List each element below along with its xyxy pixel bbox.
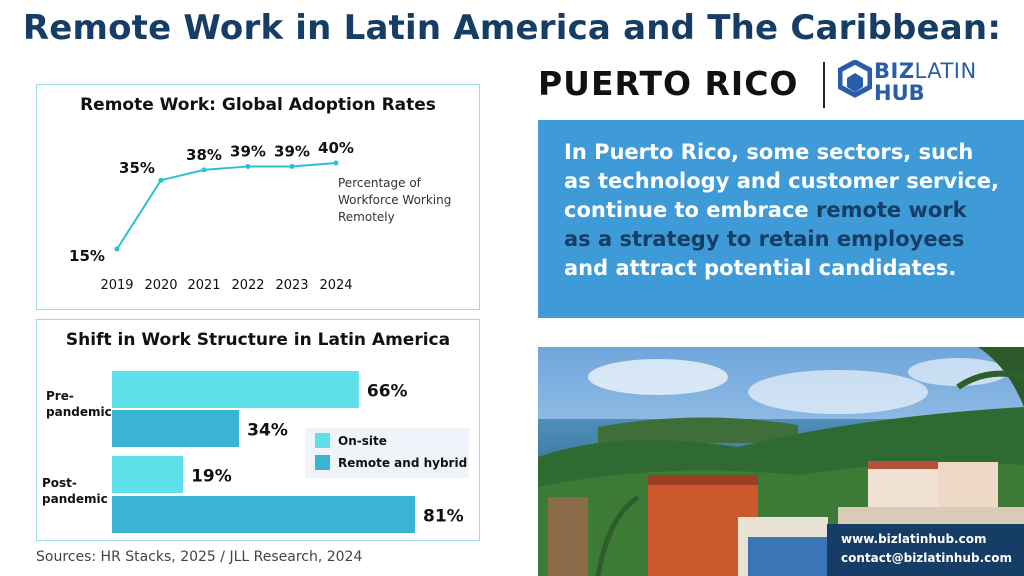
puerto-rico-photo: www.bizlatinhub.com contact@bizlatinhub.…	[538, 347, 1024, 576]
page-title: Remote Work in Latin America and The Car…	[22, 8, 1002, 48]
bar-label-pre-onsite: 66%	[367, 382, 408, 402]
adoption-point-2023	[289, 163, 295, 169]
logo-biz: BIZ	[874, 59, 915, 83]
adoption-line	[116, 162, 337, 250]
x-tick-2022: 2022	[231, 278, 264, 293]
bar-post-remote	[112, 496, 415, 533]
x-tick-2020: 2020	[144, 278, 177, 293]
bar-label-post-remote: 81%	[423, 507, 464, 527]
logo-cube-icon	[838, 60, 872, 98]
callout-box: In Puerto Rico, some sectors, such as te…	[538, 120, 1024, 318]
adoption-chart-panel: Remote Work: Global Adoption Rates 15% 35…	[36, 84, 480, 310]
work-structure-bar-chart: Pre- pandemic Post- pandemic 66% 34% 19% 81…	[42, 371, 469, 533]
data-label-2023: 39%	[274, 142, 310, 160]
legend-label-onsite: On-site	[338, 434, 387, 448]
callout-highlight: remote work as a strategy to retain empl…	[564, 198, 967, 251]
work-structure-title: Shift in Work Structure in Latin America	[65, 330, 451, 350]
x-tick-2024: 2024	[319, 278, 352, 293]
annotation-line-2: Workforce Working	[338, 193, 451, 207]
contact-box: www.bizlatinhub.com contact@bizlatinhub.…	[827, 524, 1024, 576]
adoption-line-chart: 15% 35% 38% 39% 39% 40% 2019 2020 2021 2022 2023 2…	[69, 139, 451, 293]
legend-label-remote: Remote and hybrid	[338, 456, 467, 470]
bar-pre-onsite	[112, 371, 359, 408]
legend: On-site Remote and hybrid	[305, 428, 469, 478]
bar-pre-remote	[112, 410, 240, 447]
adoption-chart-title: Remote Work: Global Adoption Rates	[80, 95, 436, 115]
adoption-point-2022	[245, 163, 251, 169]
logo-latin: LATIN	[914, 59, 977, 83]
data-label-2020: 35%	[119, 159, 155, 177]
title-divider	[823, 62, 825, 108]
x-tick-2019: 2019	[100, 278, 133, 293]
bar-label-post-onsite: 19%	[191, 467, 232, 487]
legend-swatch-onsite	[315, 433, 330, 448]
callout-text-1: In Puerto Rico, some sectors, such as te…	[564, 140, 999, 222]
x-tick-2023: 2023	[275, 278, 308, 293]
work-structure-panel: Shift in Work Structure in Latin America…	[36, 319, 480, 541]
category-label-post-line-2: pandemic	[42, 492, 108, 506]
contact-email[interactable]: contact@bizlatinhub.com	[841, 551, 1012, 565]
annotation-line-3: Remotely	[338, 210, 395, 224]
adoption-point-2021	[201, 167, 207, 173]
country-title: PUERTO RICO	[538, 64, 799, 103]
sources-note: Sources: HR Stacks, 2025 / JLL Research,…	[36, 549, 363, 565]
bizlatinhub-logo: BIZLATIN HUB	[838, 58, 978, 110]
legend-swatch-remote	[315, 455, 330, 470]
annotation-line-1: Percentage of	[338, 176, 422, 190]
data-label-2024: 40%	[318, 139, 354, 157]
logo-hub: HUB	[874, 81, 925, 105]
contact-website[interactable]: www.bizlatinhub.com	[841, 532, 987, 546]
data-label-2019: 15%	[69, 247, 105, 265]
category-label-pre-line-1: Pre-	[46, 389, 74, 403]
category-label-post-line-1: Post-	[42, 476, 77, 490]
data-label-2022: 39%	[230, 142, 266, 160]
callout-text-2: and attract potential candidates.	[564, 256, 957, 280]
x-tick-2021: 2021	[187, 278, 220, 293]
bar-label-pre-remote: 34%	[247, 421, 288, 441]
logo-text: BIZLATIN HUB	[874, 60, 977, 104]
adoption-point-2024	[333, 160, 339, 166]
data-label-2021: 38%	[186, 146, 222, 164]
bar-post-onsite	[112, 456, 184, 493]
adoption-point-2019	[114, 246, 120, 252]
adoption-point-2020	[158, 177, 164, 183]
category-label-pre-line-2: pandemic	[46, 405, 112, 419]
